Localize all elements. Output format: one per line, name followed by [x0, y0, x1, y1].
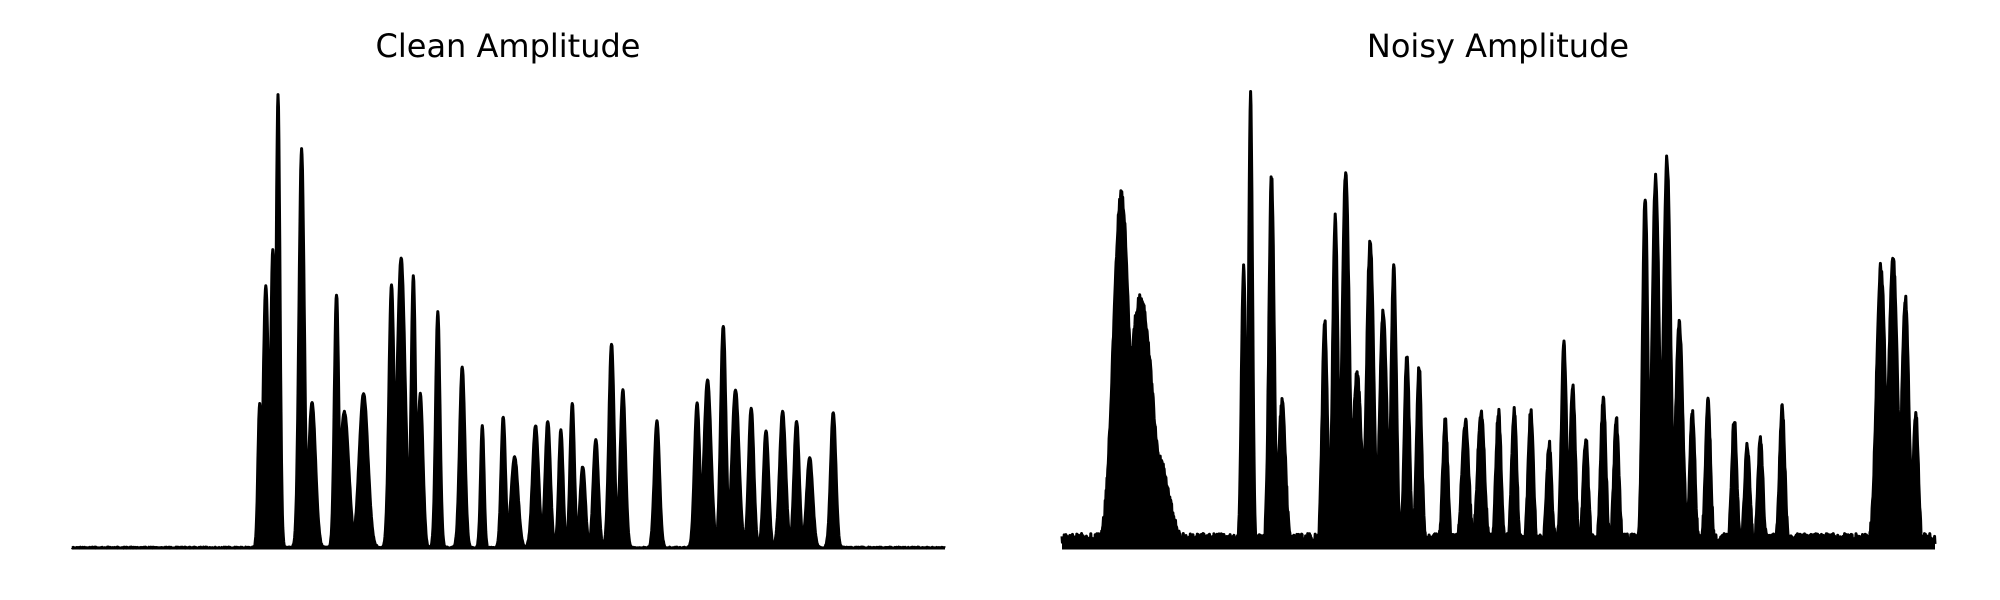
clean-amplitude-panel: Clean Amplitude — [70, 27, 947, 550]
clean-amplitude-plot — [70, 93, 947, 550]
noisy-amplitude-panel: Noisy Amplitude — [1060, 27, 1937, 550]
noisy-amplitude-title: Noisy Amplitude — [1367, 27, 1629, 65]
clean-amplitude-title: Clean Amplitude — [376, 27, 641, 65]
amplitude-envelope-line — [1060, 90, 1937, 546]
noisy-amplitude-plot — [1060, 90, 1937, 550]
